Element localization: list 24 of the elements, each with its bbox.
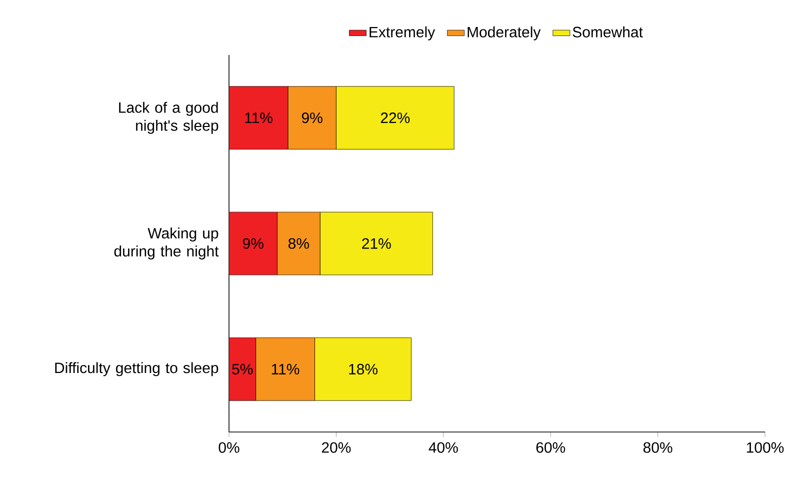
y-tick-label: Lack of a good night's sleep [119,102,218,134]
bar [229,212,278,276]
x-tick-label: 100% [746,442,784,453]
x-tick-label: 40% [428,442,458,453]
y-tick-label: Waking up during the night [114,228,219,260]
legend-label: Moderately [468,26,541,40]
bar [229,86,288,150]
x-tick-label: 0% [218,442,240,453]
data-label: 5% [232,364,253,374]
x-tick-label: 80% [643,442,672,453]
data-label: 8% [288,238,309,249]
data-label: 21% [362,238,391,249]
data-label: 22% [380,112,410,124]
y-tick-label: Difficulty getting to sleep [55,362,218,376]
legend-label: Somewhat [572,26,643,38]
data-label: 11% [245,112,272,124]
data-label: 11% [272,364,300,374]
x-tick-label: 20% [322,442,351,453]
legend-label: Extremely [370,26,436,40]
bar [229,338,256,401]
data-label: 9% [242,238,264,249]
data-label: 18% [349,364,378,374]
x-tick-label: 60% [536,442,566,453]
data-label: 9% [302,112,322,124]
